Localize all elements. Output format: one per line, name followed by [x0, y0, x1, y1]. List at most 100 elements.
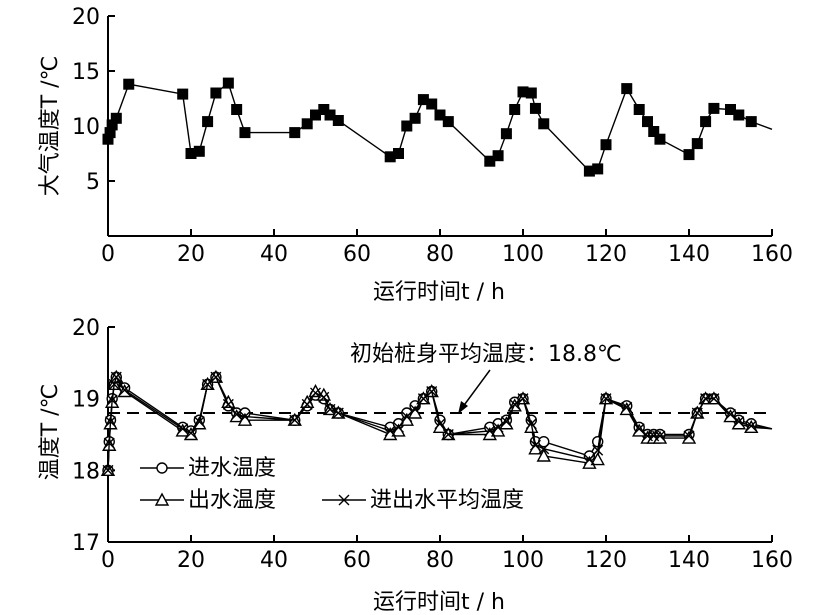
data-point	[600, 139, 612, 151]
data-point	[529, 102, 541, 114]
bottom-x-tick-label: 60	[343, 548, 371, 573]
annotation-arrow-shaft	[461, 369, 491, 409]
data-point	[681, 430, 697, 444]
data-point	[642, 116, 653, 128]
bottom-x-tick-label: 120	[585, 548, 627, 573]
data-point	[691, 407, 703, 419]
data-point	[202, 116, 214, 128]
data-point	[332, 115, 344, 126]
data-point	[633, 104, 645, 115]
data-point	[434, 109, 446, 121]
bottom-x-tick-label: 40	[260, 548, 288, 573]
data-point	[210, 371, 222, 383]
bottom-x-tick-label: 0	[101, 548, 115, 573]
data-point	[393, 148, 404, 159]
data-point	[426, 386, 438, 397]
bottom-x-tick-label: 20	[177, 548, 205, 573]
data-point	[318, 104, 330, 115]
data-point	[517, 86, 529, 98]
data-point	[442, 116, 454, 128]
top-x-tick-label: 140	[668, 242, 710, 267]
data-point	[110, 371, 122, 383]
data-point	[123, 78, 135, 90]
data-point	[310, 387, 321, 399]
data-point	[733, 416, 745, 428]
legend-marker	[156, 462, 168, 474]
top-y-axis-label: 大气温度T /℃	[38, 56, 63, 197]
bottom-y-axis-label: 温度T /℃	[38, 384, 63, 481]
top-plot-area	[102, 77, 773, 177]
bottom-x-tick-label: 100	[502, 548, 544, 573]
data-point	[185, 427, 197, 439]
data-point	[654, 430, 666, 442]
data-point	[104, 127, 116, 139]
data-point	[632, 423, 647, 437]
data-point	[108, 378, 120, 390]
data-point	[202, 378, 214, 390]
data-point	[222, 398, 234, 410]
data-point	[401, 411, 413, 423]
series-line-0	[107, 81, 773, 172]
data-point	[185, 148, 197, 159]
data-point	[332, 407, 344, 419]
data-point	[538, 118, 550, 130]
data-point	[700, 393, 712, 405]
data-point	[119, 384, 131, 396]
data-point	[745, 420, 757, 432]
bottom-x-axis-label: 运行时间t / h	[373, 590, 505, 615]
data-point	[193, 416, 205, 428]
data-point	[110, 112, 122, 124]
data-point	[102, 133, 114, 145]
data-point	[484, 155, 496, 167]
data-point	[500, 416, 512, 428]
data-point	[708, 393, 720, 405]
legend-label: 进出水平均温度	[370, 488, 524, 513]
top-y-tick-label: 5	[86, 170, 100, 195]
data-point	[229, 409, 244, 423]
bottom-plot-area	[100, 369, 773, 477]
data-point	[517, 393, 529, 405]
data-point	[102, 464, 114, 476]
data-point	[310, 109, 321, 121]
data-point	[725, 408, 736, 420]
data-point	[301, 398, 313, 410]
bottom-y-tick-label: 17	[72, 531, 100, 556]
data-point	[525, 87, 537, 99]
legend-marker	[154, 492, 170, 506]
data-point	[648, 126, 660, 137]
top-y-tick-label: 15	[72, 60, 100, 85]
top-x-tick-label: 60	[343, 242, 371, 267]
data-point	[509, 104, 521, 115]
data-point	[683, 430, 695, 442]
data-point	[222, 77, 234, 89]
top-x-tick-label: 100	[502, 242, 544, 267]
top-x-tick-label: 160	[751, 242, 793, 267]
data-point	[393, 421, 404, 433]
data-point	[600, 393, 612, 405]
top-axes: 0 20 40 60 80 100 120 140 160 5 10 15 20	[72, 5, 793, 267]
data-point	[484, 425, 496, 437]
data-point	[401, 120, 413, 132]
atmosphere-temperature-chart: 0 20 40 60 80 100 120 140 160 5 10 15 20 运行时间t / h 大…	[38, 5, 793, 305]
data-point	[239, 411, 251, 423]
bottom-axes: 0 20 40 60 80 100 120 140 160 17 18 19 20	[72, 316, 793, 573]
data-point	[426, 98, 438, 110]
bottom-x-tick-label: 80	[426, 548, 454, 573]
data-point	[239, 127, 251, 139]
water-temperature-chart: 0 20 40 60 80 100 120 140 160 17 18 19 20 初始桩身平均温度：1…	[38, 316, 793, 615]
top-x-tick-label: 80	[426, 242, 454, 267]
data-point	[324, 403, 336, 415]
data-point	[193, 145, 205, 157]
data-point	[289, 414, 301, 426]
data-point	[725, 104, 736, 115]
bottom-x-tick-label: 160	[751, 548, 793, 573]
data-point	[500, 128, 512, 140]
data-point	[104, 416, 116, 428]
bottom-x-tick-label: 140	[668, 548, 710, 573]
bottom-y-tick-label: 20	[72, 316, 100, 341]
data-point	[621, 83, 633, 95]
data-point	[654, 133, 666, 145]
legend-label: 进水温度	[188, 456, 276, 481]
